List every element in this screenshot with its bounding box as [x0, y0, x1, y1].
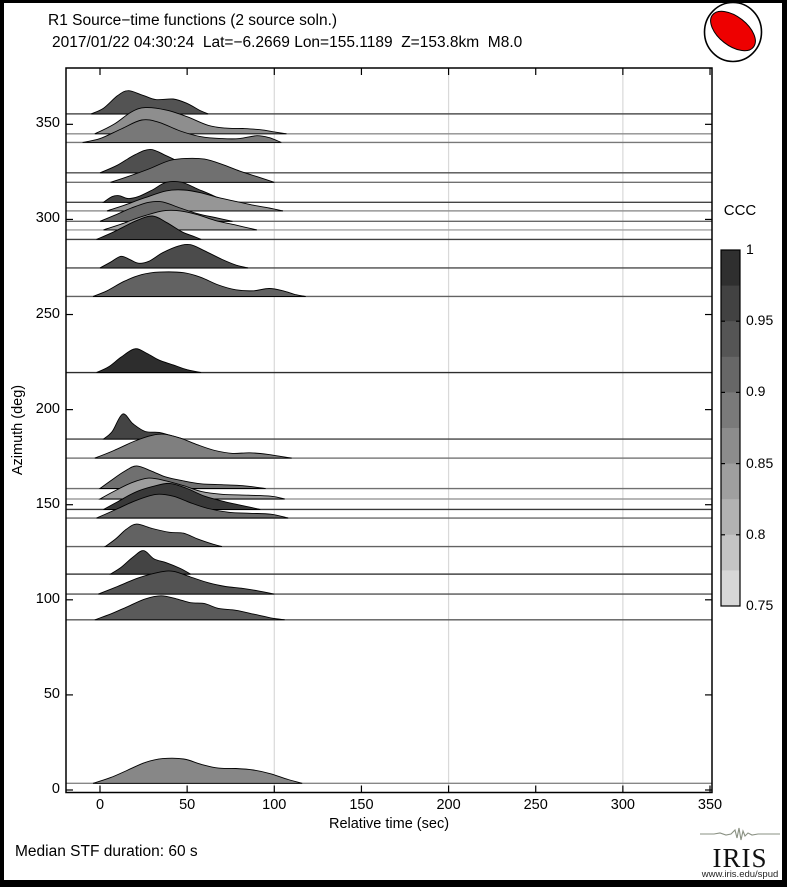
x-tick-label: 250: [523, 797, 548, 813]
colorbar-tick-label: 0.75: [746, 597, 774, 613]
stf-trace: [92, 271, 306, 297]
y-tick-label: 300: [35, 210, 60, 227]
median-duration-note: Median STF duration: 60 s: [15, 843, 198, 860]
border-left: [0, 0, 4, 887]
y-tick-label: 250: [35, 305, 60, 322]
stf-trace: [82, 119, 282, 143]
x-tick-label: 100: [262, 797, 287, 813]
x-tick-label: 350: [697, 797, 723, 813]
colorbar-title: CCC: [723, 202, 757, 219]
x-tick-label: 0: [95, 797, 105, 813]
stf-trace: [91, 90, 209, 115]
colorbar-tick-label: 0.9: [746, 383, 766, 400]
axes-frame: [65, 67, 713, 794]
event-info-subtitle: 2017/01/22 04:30:24 Lat=−6.2669 Lon=155.…: [52, 34, 523, 51]
stf-trace: [94, 433, 292, 459]
border-bottom: [0, 880, 787, 887]
stf-trace: [96, 493, 289, 519]
stf-traces: [66, 90, 712, 785]
stf-trace: [108, 550, 191, 575]
x-tick-label: 150: [349, 797, 374, 813]
ccc-colorbar: [720, 249, 741, 607]
stf-trace: [92, 757, 303, 784]
iris-logo: IRIS www.iris.edu/spud: [697, 826, 783, 882]
gridlines: [273, 68, 624, 793]
x-axis-label: Relative time (sec): [328, 816, 450, 832]
colorbar-tick-label: 1: [746, 241, 754, 257]
stf-trace: [110, 157, 275, 183]
y-tick-label: 350: [35, 115, 60, 132]
y-tick-label: 150: [35, 495, 60, 512]
y-tick-label: 50: [43, 685, 60, 702]
stf-trace: [94, 595, 285, 621]
plot-title: R1 Source−time functions (2 source soln.…: [48, 12, 338, 29]
colorbar-tick-label: 0.85: [746, 454, 774, 471]
iris-logo-url: www.iris.edu/spud: [701, 869, 779, 880]
border-top: [0, 0, 787, 3]
x-tick-label: 300: [610, 797, 635, 813]
iris-logo-text: IRIS: [712, 843, 768, 873]
y-tick-label: 0: [51, 781, 60, 797]
colorbar-tick-label: 0.8: [746, 525, 766, 542]
border-right: [782, 0, 787, 887]
stf-trace: [98, 570, 275, 595]
y-tick-label: 200: [35, 400, 60, 417]
colorbar-tick-label: 0.95: [746, 312, 774, 329]
x-tick-label: 50: [179, 797, 196, 813]
seismogram-icon: [700, 827, 780, 841]
stf-trace: [99, 243, 249, 269]
stf-trace: [103, 523, 223, 548]
stf-trace: [96, 215, 202, 240]
x-tick-label: 200: [436, 797, 461, 813]
focal-mechanism-beachball-icon: [703, 1, 763, 63]
y-tick-label: 100: [35, 590, 60, 607]
stf-trace: [96, 348, 202, 373]
y-axis-label: Azimuth (deg): [10, 384, 26, 476]
